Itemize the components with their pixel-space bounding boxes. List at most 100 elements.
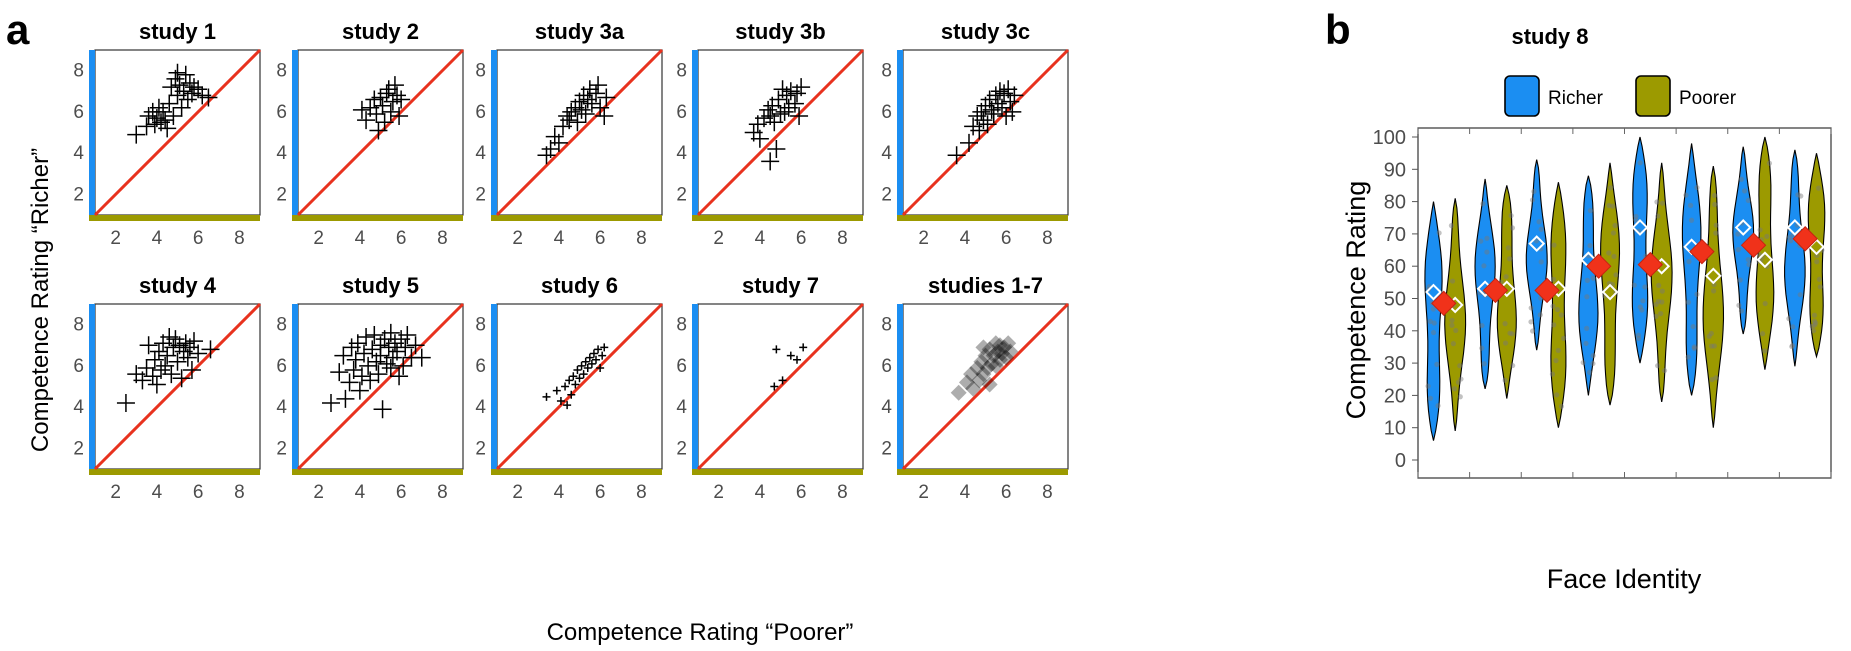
violin-poorer: [1496, 185, 1517, 399]
jitter-point: [1795, 192, 1801, 198]
data-point: [561, 382, 570, 391]
y-tick-label: 2: [676, 184, 687, 205]
x-tick-label: 6: [796, 482, 807, 503]
jitter-point: [1478, 238, 1484, 244]
jitter-point: [1762, 348, 1768, 354]
x-tick-label: 2: [713, 228, 724, 249]
jitter-point: [1550, 303, 1556, 309]
y-tick-label: 30: [1384, 353, 1406, 375]
y-tick-label: 8: [676, 315, 687, 336]
jitter-point: [1659, 288, 1665, 294]
data-point: [375, 113, 394, 132]
jitter-point: [1528, 319, 1534, 325]
scatter-panel-grid: study 1 2 4 6 8 2 4 6 8 study 2 2 4 6 8 2 4 6 8 study 3a 2 4…: [73, 19, 1070, 503]
data-point: [369, 365, 388, 384]
jitter-point: [1608, 185, 1614, 191]
data-point: [597, 88, 616, 107]
jitter-point: [1653, 313, 1659, 319]
jitter-point: [1536, 219, 1542, 225]
jitter-point: [1686, 259, 1692, 265]
data-point: [149, 98, 168, 117]
data-point: [994, 345, 1010, 362]
data-point: [1002, 343, 1019, 360]
jitter-point: [1745, 197, 1751, 204]
y-tick-label: 8: [276, 61, 287, 82]
jitter-point: [1538, 226, 1544, 232]
x-tick-label: 4: [355, 228, 366, 249]
data-point: [158, 119, 177, 138]
jitter-point: [1712, 192, 1718, 199]
scatter-panel: study 3a 2 4 6 8 2 4 6 8: [475, 19, 664, 249]
jitter-point: [1737, 277, 1743, 283]
jitter-point: [1554, 392, 1560, 398]
violin-richer: [1578, 175, 1599, 396]
jitter-point: [1766, 160, 1773, 166]
jitter-point: [1549, 371, 1556, 377]
data-point: [971, 372, 988, 389]
data-point: [549, 133, 568, 152]
jitter-point: [1481, 263, 1487, 269]
jitter-point: [1639, 307, 1645, 313]
x-tick-label: 2: [110, 228, 121, 249]
poorer-axis-bar: [491, 469, 662, 475]
poorer-axis-bar: [692, 215, 863, 221]
scatter-panel-title: study 3c: [941, 19, 1030, 44]
jitter-point: [1612, 222, 1618, 229]
data-point: [352, 367, 371, 386]
jitter-point: [1661, 367, 1668, 374]
jitter-point: [1711, 343, 1717, 349]
x-tick-label: 8: [837, 482, 848, 503]
jitter-point: [1654, 199, 1660, 205]
identity-line: [93, 302, 262, 471]
jitter-point: [1528, 305, 1534, 311]
jitter-point: [1587, 242, 1593, 249]
jitter-point: [1560, 335, 1567, 342]
x-tick-label: 6: [193, 482, 204, 503]
data-point: [388, 342, 406, 361]
data-point: [573, 366, 582, 374]
data-point: [552, 386, 561, 395]
jitter-point: [1584, 277, 1591, 283]
scatter-panel-title: studies 1-7: [928, 273, 1043, 298]
jitter-point: [1508, 213, 1514, 219]
jitter-point: [1484, 235, 1490, 241]
data-point: [987, 357, 1004, 374]
poorer-axis-bar: [491, 215, 662, 221]
jitter-point: [1683, 192, 1689, 198]
violin-richer: [1424, 201, 1443, 441]
y-tick-label: 70: [1384, 224, 1406, 246]
data-point: [568, 113, 587, 132]
data-point: [336, 389, 355, 408]
jitter-point: [1787, 238, 1794, 244]
data-point: [359, 356, 378, 375]
jitter-point: [1457, 363, 1463, 369]
x-tick-label: 2: [918, 228, 929, 249]
jitter-point: [1580, 359, 1586, 366]
data-point: [991, 337, 1008, 354]
jitter-point: [1531, 188, 1537, 195]
poorer-axis-bar: [897, 469, 1068, 475]
jitter-point: [1455, 379, 1462, 385]
y-tick-label: 6: [475, 102, 486, 123]
y-tick-label: 4: [676, 143, 687, 164]
jitter-point: [1449, 317, 1455, 323]
violin-x-axis-label: Face Identity: [1547, 564, 1702, 594]
y-tick-label: 100: [1373, 127, 1406, 149]
jitter-point: [1484, 249, 1490, 255]
data-point: [981, 341, 998, 358]
jitter-point: [1691, 344, 1697, 350]
median-marker: [1786, 219, 1804, 236]
mean-marker: [1534, 277, 1560, 304]
data-point: [560, 111, 579, 130]
x-tick-label: 4: [152, 482, 163, 503]
scatter-panel: study 2 2 4 6 8 2 4 6 8: [276, 19, 465, 249]
x-tick-label: 6: [595, 228, 606, 249]
data-point: [139, 336, 158, 355]
legend-key-richer: [1504, 75, 1540, 117]
data-point: [581, 357, 590, 366]
median-marker: [1631, 219, 1649, 236]
data-point: [572, 100, 591, 119]
identity-line: [495, 48, 664, 217]
violin-plot-content: 0 10 20 30 40 50 60 70 80 90 100: [1373, 127, 1832, 478]
data-point: [334, 346, 353, 365]
